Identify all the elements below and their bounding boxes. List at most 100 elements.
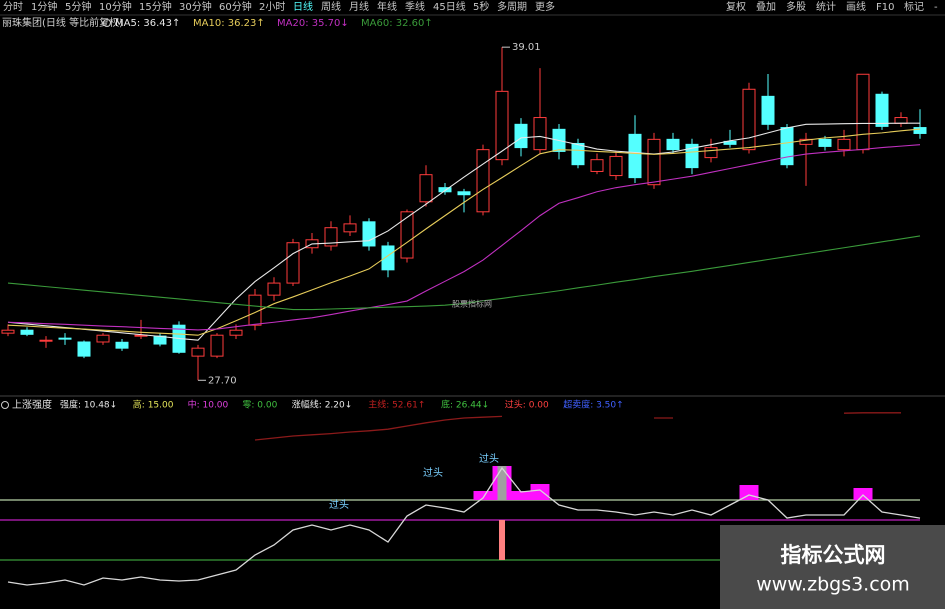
watermark-url: www.zbgs3.com: [756, 574, 910, 596]
candle-body: [761, 95, 775, 125]
candle-body: [77, 341, 91, 357]
candle-body: [20, 329, 34, 335]
low-label: 27.70: [208, 375, 237, 386]
tool-button[interactable]: -: [934, 2, 938, 13]
candle-body: [704, 147, 718, 159]
legend-entry: MA20: 35.70↓: [277, 18, 349, 29]
ma-line: [7, 144, 921, 331]
tool-button[interactable]: 多股: [786, 0, 806, 13]
signal-bar: [499, 520, 505, 560]
period-tab[interactable]: 月线: [349, 0, 369, 13]
candle-body: [533, 117, 547, 151]
candle-body: [191, 347, 205, 357]
annotation: 过头: [329, 498, 349, 511]
settings-icon[interactable]: [1, 401, 9, 409]
period-tab[interactable]: 10分钟: [99, 0, 132, 13]
period-tab[interactable]: 日线: [293, 0, 313, 13]
candle-body: [115, 341, 129, 349]
period-tab[interactable]: 更多: [535, 0, 555, 13]
candle-body: [685, 143, 699, 169]
settings-icon[interactable]: [103, 19, 111, 27]
candle-body: [666, 138, 680, 151]
tool-button[interactable]: 画线: [846, 0, 866, 13]
candle-body: [799, 138, 813, 145]
watermark-box: [720, 525, 945, 609]
candle-body: [571, 142, 585, 166]
tool-button[interactable]: 统计: [816, 0, 836, 13]
period-tab[interactable]: 5秒: [473, 0, 489, 13]
candle-body: [96, 334, 110, 343]
ma-line: [7, 235, 921, 311]
stock-title: 丽珠集团(日线 等比前复权): [2, 16, 123, 29]
candle-body: [210, 334, 224, 357]
tool-button[interactable]: F10: [876, 2, 894, 13]
period-tab[interactable]: 多周期: [497, 0, 527, 13]
legend-entry: MA60: 32.60↑: [361, 18, 433, 29]
indicator-legend: 强度: 10.48↓: [60, 399, 117, 411]
candle-body: [58, 337, 72, 340]
high-label: 39.01: [512, 42, 541, 53]
candle-body: [609, 155, 623, 177]
chart-note: 股票指标网: [452, 299, 492, 309]
tool-button[interactable]: 叠加: [756, 1, 776, 13]
ma-line: [7, 128, 921, 336]
candle-body: [438, 187, 452, 193]
tool-button[interactable]: 标记: [904, 1, 924, 13]
period-tab[interactable]: 45日线: [433, 0, 466, 13]
candle-body: [381, 245, 395, 271]
indicator-legend: 中: 10.00: [188, 399, 229, 411]
signal-bar: [530, 484, 550, 500]
ma-line: [7, 122, 920, 341]
indicator-legend: 底: 26.44↓: [441, 399, 489, 411]
legend-entry: MA10: 36.23↑: [193, 18, 265, 29]
candle-body: [647, 138, 661, 186]
candle-body: [362, 221, 376, 247]
period-tab[interactable]: 季线: [405, 0, 425, 13]
indicator-legend: 高: 15.00: [133, 399, 174, 411]
period-tab[interactable]: 60分钟: [219, 0, 252, 13]
period-tab[interactable]: 1分钟: [31, 0, 57, 13]
indicator-title: 上涨强度: [12, 398, 52, 411]
period-tab[interactable]: 分时: [3, 1, 23, 13]
candle-body: [419, 174, 433, 203]
annotation: 过头: [423, 466, 443, 479]
signal-bar: [511, 491, 531, 500]
candle-body: [495, 90, 509, 161]
tool-button[interactable]: 复权: [726, 0, 746, 13]
legend-entry: MA5: 36.43↑: [115, 18, 180, 29]
candle-body: [742, 88, 756, 151]
period-tab[interactable]: 30分钟: [179, 0, 212, 13]
indicator-line: [7, 466, 921, 586]
candle-body: [324, 227, 338, 247]
candle-body: [343, 223, 357, 233]
candle-body: [628, 133, 642, 179]
candle-body: [39, 339, 53, 342]
candle-body: [400, 211, 414, 259]
indicator-legend: 过头: 0.00: [505, 399, 549, 411]
candle-body: [837, 138, 851, 151]
period-tab[interactable]: 15分钟: [139, 0, 172, 13]
period-tab[interactable]: 年线: [377, 0, 397, 13]
indicator-legend: 涨幅线: 2.20↓: [292, 399, 352, 411]
period-tab[interactable]: 2小时: [259, 1, 285, 13]
candle-body: [913, 127, 927, 134]
candle-body: [1, 329, 15, 334]
period-tab[interactable]: 5分钟: [65, 0, 91, 13]
signal-bar: [853, 488, 873, 500]
indicator-legend: 主线: 52.61↑: [368, 399, 425, 411]
candle-body: [818, 138, 832, 147]
candle-body: [780, 127, 794, 166]
indicator-legend: 零: 0.00: [242, 400, 277, 411]
indicator-legend: 超卖度: 3.50↑: [563, 399, 623, 411]
candle-body: [723, 140, 737, 145]
candle-body: [476, 149, 490, 213]
signal-bar: [739, 485, 759, 500]
candle-body: [286, 242, 300, 284]
candle-body: [875, 93, 889, 127]
candle-body: [267, 282, 281, 296]
signal-bar: [473, 491, 493, 500]
period-tab[interactable]: 周线: [321, 0, 341, 13]
candle-body: [229, 329, 243, 336]
